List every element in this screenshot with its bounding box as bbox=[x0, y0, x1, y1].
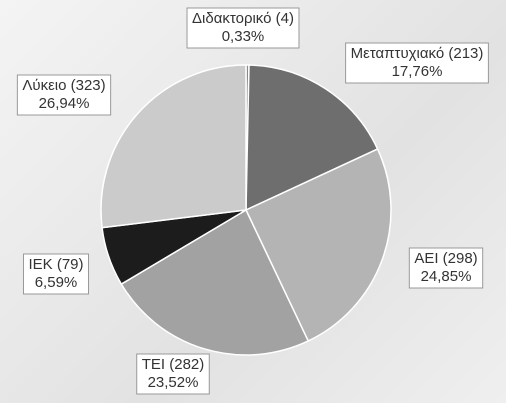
value-label: 17,76% bbox=[392, 63, 443, 80]
label-box bbox=[186, 7, 300, 49]
value-label: 6,59% bbox=[35, 274, 78, 291]
pie-slice bbox=[245, 64, 379, 212]
data-label: Διδακτορικό (4)0,33% bbox=[186, 7, 300, 49]
value-label: 23,52% bbox=[148, 374, 199, 391]
data-label: ΑΕΙ (298)24,85% bbox=[408, 247, 484, 289]
category-label: ΤΕΙ (282) bbox=[142, 356, 205, 373]
category-label: Διδακτορικό (4) bbox=[192, 10, 294, 27]
label-box bbox=[136, 353, 210, 395]
label-box bbox=[345, 42, 489, 84]
value-label: 26,94% bbox=[39, 95, 90, 112]
label-box bbox=[408, 247, 484, 289]
category-label: Λύκειο (323) bbox=[22, 77, 105, 94]
label-box bbox=[16, 74, 112, 116]
pie-slice bbox=[244, 148, 392, 342]
data-label: Λύκειο (323)26,94% bbox=[16, 74, 112, 116]
category-label: ΙΕΚ (79) bbox=[28, 256, 83, 273]
value-label: 24,85% bbox=[421, 268, 472, 285]
pie-slice bbox=[100, 64, 247, 229]
data-label: ΤΕΙ (282)23,52% bbox=[136, 353, 210, 395]
label-box bbox=[22, 253, 90, 295]
data-label: ΙΕΚ (79)6,59% bbox=[22, 253, 90, 295]
category-label: ΑΕΙ (298) bbox=[414, 250, 477, 267]
data-label: Μεταπτυχιακό (213)17,76% bbox=[345, 42, 489, 84]
category-label: Μεταπτυχιακό (213) bbox=[351, 45, 484, 62]
pie-slice bbox=[120, 208, 310, 356]
value-label: 0,33% bbox=[222, 28, 265, 45]
